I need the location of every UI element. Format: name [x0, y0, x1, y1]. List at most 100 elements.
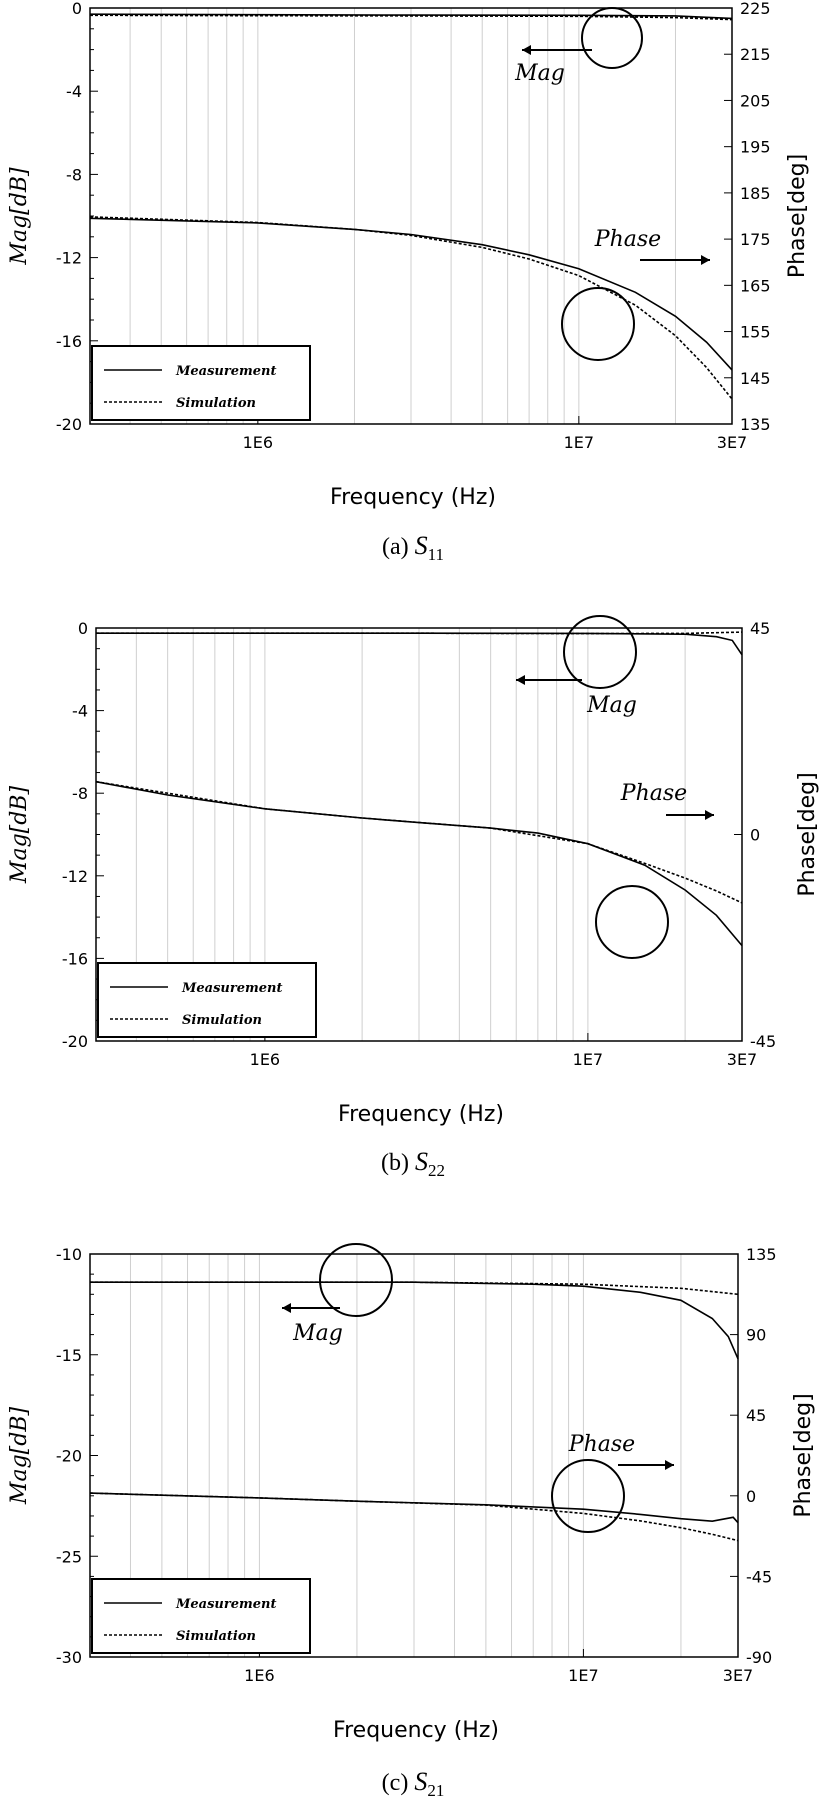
panel-caption: (b) S22	[381, 1147, 445, 1180]
right-y-tick-label: 225	[740, 0, 771, 18]
left-y-tick-label: -16	[56, 332, 82, 351]
x-axis-title: Frequency (Hz)	[338, 1102, 504, 1127]
mag-circle	[581, 7, 643, 69]
left-y-tick-label: -30	[56, 1648, 82, 1667]
phase-annotation-label: Phase	[620, 781, 687, 806]
caption-letter: (a)	[382, 534, 415, 560]
x-tick-label: 1E6	[250, 1050, 280, 1069]
left-y-axis-title: Mag[dB]	[7, 167, 32, 266]
legend: Measurement Simulation	[97, 962, 317, 1038]
right-y-tick-label: -45	[746, 1567, 772, 1586]
caption-letter: (c)	[382, 1770, 415, 1796]
plot-frame	[89, 7, 733, 425]
left-y-axis-title: Mag[dB]	[7, 786, 32, 885]
left-y-tick-label: -8	[66, 165, 82, 184]
mag-annotation-label: Mag	[586, 693, 637, 718]
x-axis-title: Frequency (Hz)	[333, 1718, 499, 1743]
plot-frame	[95, 627, 743, 1042]
right-y-tick-label: 135	[740, 415, 771, 434]
right-y-tick-label: 135	[746, 1245, 777, 1264]
left-y-tick-label: -20	[56, 415, 82, 434]
right-y-tick-label: -90	[746, 1648, 772, 1667]
annotations: Mag Phase	[282, 1243, 674, 1533]
legend-box	[91, 1578, 311, 1654]
right-y-axis-title: Phase[deg]	[795, 772, 820, 896]
series-group	[95, 631, 743, 947]
legend-label-measurement: Measurement	[175, 1597, 276, 1612]
phase-arrowhead	[701, 255, 710, 265]
annotations: Mag Phase	[514, 7, 710, 361]
left-y-tick-label: -25	[56, 1547, 82, 1566]
right-y-tick-label: 205	[740, 91, 771, 110]
caption-subscript: 22	[428, 1161, 445, 1180]
right-y-tick-label: -45	[750, 1032, 776, 1051]
right-y-tick-label: 45	[746, 1406, 766, 1425]
series-measurement-mag	[89, 13, 733, 20]
left-y-tick-label: -16	[62, 949, 88, 968]
plot-frame	[89, 1253, 739, 1658]
x-tick-label: 1E6	[243, 433, 273, 452]
caption-letter: (b)	[381, 1150, 415, 1176]
legend-label-simulation: Simulation	[182, 1013, 262, 1028]
left-y-tick-label: -4	[72, 702, 88, 721]
phase-annotation-label: Phase	[594, 227, 661, 252]
mag-annotation-label: Mag	[292, 1321, 343, 1346]
legend-label-simulation: Simulation	[176, 396, 256, 411]
mag-circle	[319, 1243, 393, 1317]
series-simulation-mag	[90, 1281, 739, 1296]
right-y-tick-label: 175	[740, 230, 771, 249]
left-y-tick-label: -20	[56, 1447, 82, 1466]
chart-panel-c: -10 -15 -20 -25 -30 135 90 45 0 -45 -90 1E6 1E7 3E7 Fr…	[7, 1243, 816, 1800]
caption-parameter: S	[415, 531, 428, 560]
right-y-tick-label: 90	[746, 1326, 766, 1345]
x-tick-label: 3E7	[723, 1666, 753, 1685]
mag-arrowhead	[282, 1303, 291, 1313]
left-y-tick-label: -20	[62, 1032, 88, 1051]
right-y-tick-label: 185	[740, 184, 771, 203]
phase-circle	[595, 885, 669, 959]
mag-arrowhead	[522, 45, 531, 55]
left-y-tick-label: 0	[72, 0, 82, 18]
panel-caption: (c) S21	[382, 1767, 445, 1800]
x-tick-label: 3E7	[727, 1050, 757, 1069]
right-y-tick-label: 165	[740, 276, 771, 295]
phase-circle	[561, 287, 635, 361]
series-simulation-phase	[89, 1492, 739, 1542]
right-y-tick-label: 0	[746, 1487, 756, 1506]
series-simulation-phase	[95, 780, 743, 904]
legend-label-simulation: Simulation	[176, 1629, 256, 1644]
series-group	[89, 1281, 739, 1542]
right-y-tick-label: 45	[750, 619, 770, 638]
legend: Measurement Simulation	[91, 1578, 311, 1654]
phase-arrowhead	[705, 810, 714, 820]
left-y-tick-label: -12	[56, 249, 82, 268]
legend: Measurement Simulation	[91, 345, 311, 421]
series-simulation-phase	[89, 216, 733, 400]
series-measurement-phase	[89, 1492, 739, 1524]
series-simulation-mag	[96, 631, 743, 635]
right-y-tick-label: 0	[750, 826, 760, 845]
left-y-tick-label: -4	[66, 82, 82, 101]
right-y-axis-title: Phase[deg]	[785, 154, 810, 278]
caption-parameter: S	[414, 1767, 427, 1796]
panel-caption: (a) S11	[382, 531, 444, 564]
series-group	[89, 13, 733, 400]
phase-annotation-label: Phase	[568, 1432, 635, 1457]
caption-parameter: S	[415, 1147, 428, 1176]
x-tick-label: 1E7	[568, 1666, 598, 1685]
right-y-axis-title: Phase[deg]	[791, 1393, 816, 1517]
caption-subscript: 11	[428, 545, 444, 564]
mag-annotation-label: Mag	[514, 61, 565, 86]
mag-circle	[563, 615, 637, 689]
chart-panel-a: 0 -4 -8 -12 -16 -20 225 215 205 195 185 175 165 155 14…	[7, 0, 810, 564]
series-measurement-phase	[95, 780, 743, 947]
annotations: Mag Phase	[516, 615, 714, 959]
right-y-tick-label: 195	[740, 138, 771, 157]
chart-panel-b: 0 -4 -8 -12 -16 -20 45 0 -45 1E6 1E7 3E7 Frequency (…	[7, 615, 820, 1180]
phase-circle	[551, 1459, 625, 1533]
legend-box	[97, 962, 317, 1038]
legend-label-measurement: Measurement	[175, 364, 276, 379]
left-y-axis-title: Mag[dB]	[7, 1407, 32, 1506]
x-tick-label: 1E6	[244, 1666, 274, 1685]
